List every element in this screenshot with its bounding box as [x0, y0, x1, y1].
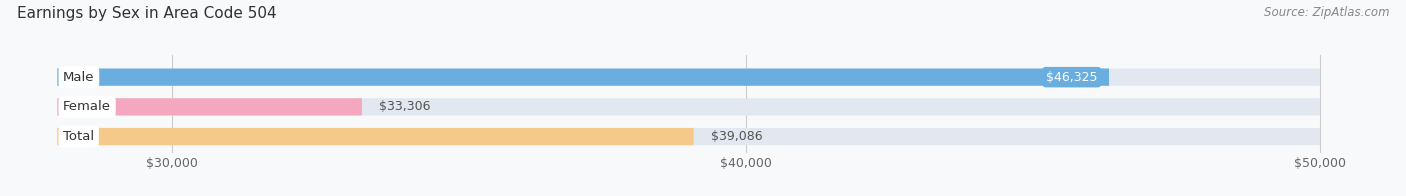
FancyBboxPatch shape [58, 69, 1109, 86]
FancyBboxPatch shape [58, 69, 1320, 86]
FancyBboxPatch shape [58, 98, 361, 115]
FancyBboxPatch shape [58, 128, 693, 145]
Text: $46,325: $46,325 [1046, 71, 1098, 84]
Text: $33,306: $33,306 [380, 100, 430, 113]
Text: Male: Male [63, 71, 94, 84]
Text: Source: ZipAtlas.com: Source: ZipAtlas.com [1264, 6, 1389, 19]
FancyBboxPatch shape [58, 128, 1320, 145]
Text: Female: Female [63, 100, 111, 113]
Text: Total: Total [63, 130, 94, 143]
FancyBboxPatch shape [58, 98, 1320, 115]
Text: $39,086: $39,086 [711, 130, 762, 143]
Text: Earnings by Sex in Area Code 504: Earnings by Sex in Area Code 504 [17, 6, 277, 21]
